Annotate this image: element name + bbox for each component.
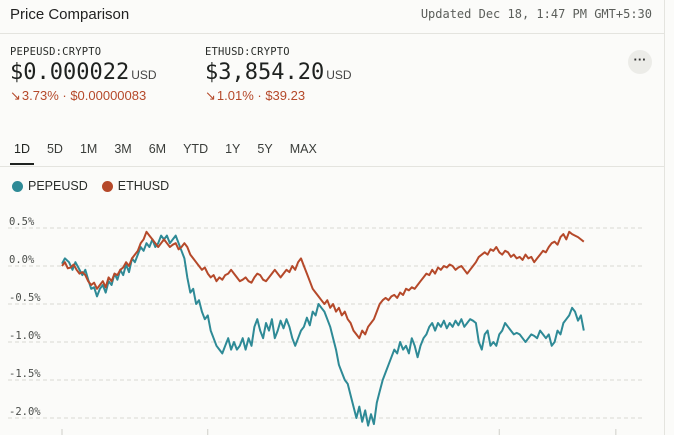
- legend-item-pepeusd[interactable]: PEPEUSD: [12, 179, 88, 193]
- legend-label: PEPEUSD: [28, 179, 88, 193]
- quote-change: ↘1.01% · $39.23: [205, 88, 352, 104]
- y-tick-label: -1.5%: [9, 368, 41, 380]
- header-bar: Price Comparison Updated Dec 18, 1:47 PM…: [0, 0, 664, 34]
- trend-down-icon: ↘: [205, 88, 216, 103]
- range-selector: 1D 5D 1M 3M 6M YTD 1Y 5Y MAX: [10, 142, 330, 165]
- quote-change: ↘3.73% · $0.00000083: [10, 88, 157, 104]
- range-tab-1y[interactable]: 1Y: [225, 142, 241, 156]
- range-tab-5y[interactable]: 5Y: [257, 142, 273, 156]
- trend-down-icon: ↘: [10, 88, 21, 103]
- more-options-button[interactable]: ···: [628, 50, 652, 74]
- chart-legend: PEPEUSD ETHUSD: [12, 179, 183, 193]
- range-tab-1d[interactable]: 1D: [10, 142, 34, 165]
- range-tab-3m[interactable]: 3M: [114, 142, 132, 156]
- range-tab-max[interactable]: MAX: [289, 142, 317, 156]
- y-tick-label: 0.0%: [9, 254, 35, 266]
- quote-price: $3,854.20 USD: [205, 60, 352, 85]
- y-tick-label: 0.5%: [9, 216, 35, 228]
- quote-currency: USD: [131, 68, 157, 82]
- quote-change-text: 3.73% · $0.00000083: [21, 88, 147, 103]
- quote-price-value: $0.000022: [10, 60, 130, 85]
- more-horizontal-icon: ···: [633, 52, 647, 67]
- quote-price: $0.000022 USD: [10, 60, 157, 85]
- range-tab-5d[interactable]: 5D: [46, 142, 63, 156]
- range-tab-1m[interactable]: 1M: [79, 142, 98, 156]
- y-tick-label: -2.0%: [9, 406, 41, 418]
- panel-divider: [664, 0, 665, 435]
- quote-ethusd[interactable]: ETHUSD:CRYPTO $3,854.20 USD ↘1.01% · $39.…: [205, 46, 352, 104]
- quote-price-value: $3,854.20: [205, 60, 325, 85]
- updated-timestamp: Updated Dec 18, 1:47 PM GMT+5:30: [420, 7, 652, 21]
- range-tab-6m[interactable]: 6M: [148, 142, 167, 156]
- quote-pepeusd[interactable]: PEPEUSD:CRYPTO $0.000022 USD ↘3.73% · $0.…: [10, 46, 157, 104]
- quote-change-text: 1.01% · $39.23: [216, 88, 306, 103]
- quote-currency: USD: [326, 68, 352, 82]
- legend-label: ETHUSD: [117, 179, 170, 193]
- quote-symbol: ETHUSD:CRYPTO: [205, 46, 290, 58]
- page-title: Price Comparison: [10, 6, 130, 23]
- series-line-ethusd: [61, 230, 585, 340]
- y-tick-label: -0.5%: [9, 292, 41, 304]
- quote-symbol: PEPEUSD:CRYPTO: [10, 46, 102, 58]
- series-line-pepeusd: [61, 234, 585, 427]
- price-chart[interactable]: 0.5% 0.0% -0.5% -1.0% -1.5% -2.0%: [0, 210, 664, 435]
- range-tab-ytd[interactable]: YTD: [183, 142, 209, 156]
- legend-item-ethusd[interactable]: ETHUSD: [101, 179, 170, 193]
- legend-swatch: [12, 180, 23, 192]
- divider: [0, 166, 664, 167]
- y-tick-label: -1.0%: [9, 330, 41, 342]
- legend-swatch: [101, 180, 113, 192]
